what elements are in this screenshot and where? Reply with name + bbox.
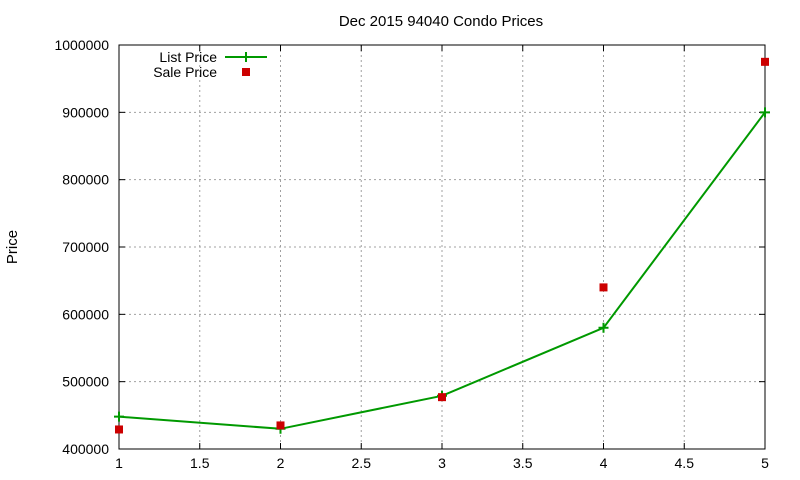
sale-price-point — [761, 57, 769, 66]
series-marks — [114, 57, 770, 434]
y-tick-label: 800000 — [62, 172, 109, 188]
sale-price-point — [599, 283, 608, 292]
axes: 1 1.5 2 2.5 3 3.5 4 4.5 5 400000 500000 600000 70000… — [54, 37, 769, 471]
sale-price-point — [115, 425, 123, 434]
y-axis-label: Price — [4, 230, 21, 264]
grid-lines — [119, 45, 765, 449]
sale-price-point — [438, 393, 446, 402]
y-tick-label: 400000 — [62, 441, 109, 457]
sale-price-point — [276, 421, 285, 430]
x-tick-label: 4.5 — [675, 455, 695, 471]
y-tick-label: 1000000 — [54, 37, 109, 53]
y-tick-label: 700000 — [62, 239, 109, 255]
legend-label: Sale Price — [153, 64, 217, 80]
y-tick-label: 600000 — [62, 306, 109, 322]
y-tick-label: 900000 — [62, 104, 109, 120]
legend-label: List Price — [159, 49, 217, 65]
y-tick-label: 500000 — [62, 374, 109, 390]
x-tick-label: 1 — [115, 455, 123, 471]
list-price-point — [760, 107, 770, 118]
chart-title: Dec 2015 94040 Condo Prices — [339, 13, 543, 30]
x-tick-label: 2 — [277, 455, 285, 471]
legend-swatch-sale-price — [242, 68, 250, 76]
x-tick-label: 5 — [761, 455, 769, 471]
x-tick-label: 4 — [600, 455, 608, 471]
list-price-point — [598, 322, 609, 333]
x-tick-label: 3.5 — [513, 455, 533, 471]
x-tick-label: 1.5 — [190, 455, 210, 471]
sale-price-series — [115, 57, 769, 434]
x-tick-label: 3 — [438, 455, 446, 471]
legend-marker-list-price — [241, 52, 251, 62]
list-price-point — [114, 411, 124, 422]
x-tick-label: 2.5 — [352, 455, 372, 471]
